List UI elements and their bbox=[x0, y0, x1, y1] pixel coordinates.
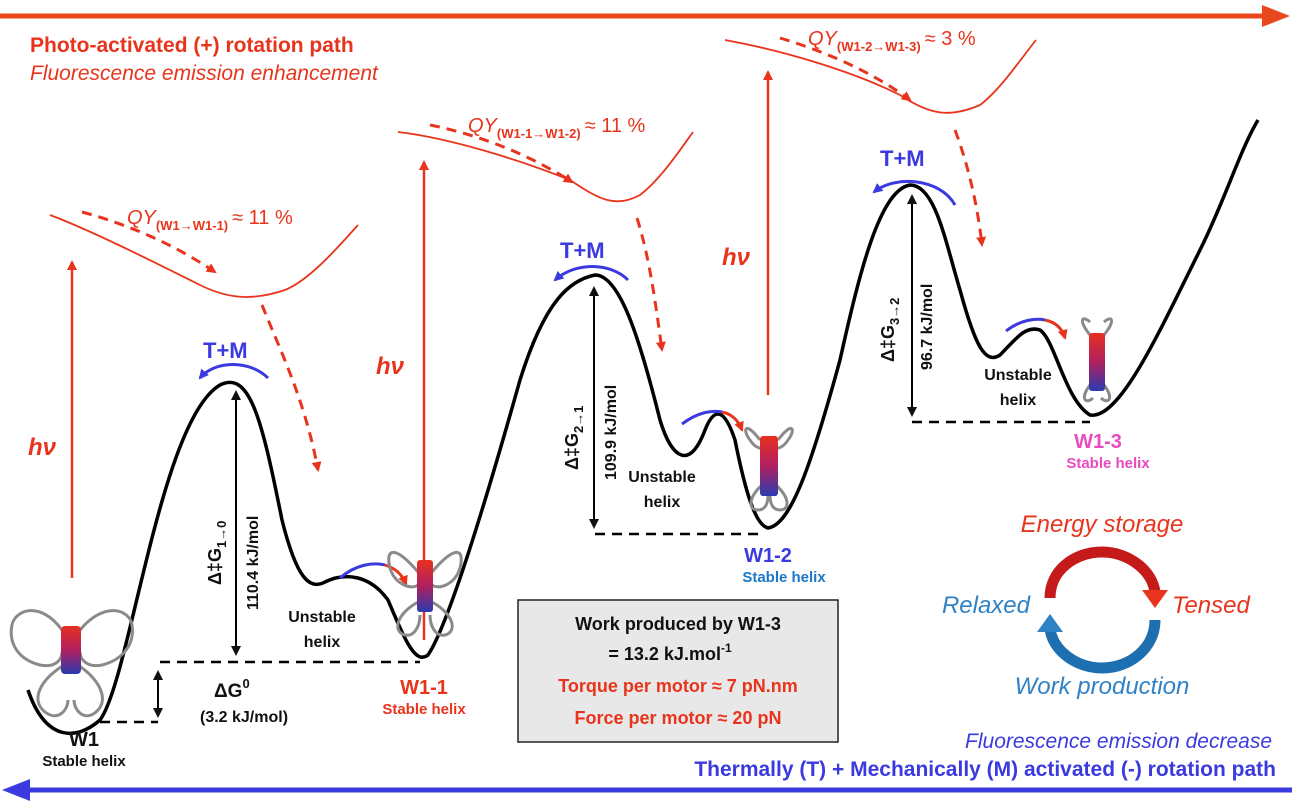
unstable-label-1: Unstable helix bbox=[288, 609, 356, 651]
svg-text:T+M: T+M bbox=[203, 338, 248, 363]
svg-text:= 13.2 kJ.mol-1: = 13.2 kJ.mol-1 bbox=[608, 641, 732, 664]
header-subtitle: Fluorescence emission enhancement bbox=[30, 62, 379, 85]
svg-text:ΔG0: ΔG0 bbox=[214, 676, 250, 702]
footer-subtitle: Fluorescence emission decrease bbox=[965, 730, 1272, 753]
svg-text:T+M: T+M bbox=[880, 146, 925, 171]
svg-text:Stable helix: Stable helix bbox=[1066, 455, 1150, 472]
svg-text:Work produced by W1-3: Work produced by W1-3 bbox=[575, 614, 781, 634]
svg-text:Force per motor ≈ 20 pN: Force per motor ≈ 20 pN bbox=[575, 708, 782, 728]
svg-text:Δ‡G3→2: Δ‡G3→2 bbox=[878, 298, 902, 362]
svg-text:96.7 kJ/mol: 96.7 kJ/mol bbox=[919, 284, 936, 370]
svg-text:T+M: T+M bbox=[560, 238, 605, 263]
svg-text:Stable helix: Stable helix bbox=[42, 753, 126, 770]
svg-text:Stable helix: Stable helix bbox=[382, 701, 466, 718]
qy-label-3: QY(W1-2→W1-3) ≈ 3 % bbox=[808, 28, 976, 54]
hv-label-1: hν bbox=[28, 434, 57, 461]
svg-text:Stable helix: Stable helix bbox=[742, 569, 826, 586]
excited-curve-2 bbox=[397, 131, 694, 203]
qy-label-2: QY(W1-1→W1-2) ≈ 11 % bbox=[468, 115, 646, 141]
svg-text:Work production: Work production bbox=[1015, 673, 1190, 700]
ground-state-curve bbox=[26, 119, 1260, 736]
barrier-label-1: Δ‡G1→0 110.4 kJ/mol bbox=[205, 516, 262, 610]
state-w1-2: W1-2 Stable helix bbox=[742, 545, 826, 586]
bottom-arrow bbox=[2, 779, 1292, 801]
tm-group-2: T+M bbox=[553, 238, 630, 282]
barrier-label-2: Δ‡G2→1 109.9 kJ/mol bbox=[562, 385, 620, 480]
helix-motor-w1-2 bbox=[744, 427, 794, 512]
header-title: Photo-activated (+) rotation path bbox=[30, 34, 354, 57]
barrier-arrows bbox=[153, 194, 917, 718]
svg-text:helix: helix bbox=[304, 634, 341, 651]
cycle-arrow-red bbox=[1044, 546, 1161, 599]
svg-text:Energy storage: Energy storage bbox=[1021, 511, 1184, 538]
delta-g0-label: ΔG0 (3.2 kJ/mol) bbox=[200, 676, 288, 726]
unstable-label-3: Unstable helix bbox=[984, 367, 1052, 409]
svg-text:W1-3: W1-3 bbox=[1074, 431, 1122, 453]
state-w1-3: W1-3 Stable helix bbox=[1066, 431, 1150, 472]
tm-group-1: T+M bbox=[198, 338, 270, 380]
excited-curve-3 bbox=[724, 39, 1037, 114]
svg-text:Δ‡G1→0: Δ‡G1→0 bbox=[205, 521, 229, 585]
svg-text:helix: helix bbox=[1000, 392, 1037, 409]
reference-levels bbox=[100, 420, 1090, 724]
tm-group-3: T+M bbox=[872, 146, 957, 206]
energy-cycle: Energy storage Tensed Relaxed Work produ… bbox=[942, 511, 1251, 700]
svg-text:W1-2: W1-2 bbox=[744, 545, 792, 567]
rocking-arrows bbox=[339, 317, 1068, 586]
svg-text:Δ‡G2→1: Δ‡G2→1 bbox=[562, 406, 586, 470]
cycle-arrow-blue bbox=[1044, 619, 1161, 674]
work-box: Work produced by W1-3 = 13.2 kJ.mol-1 To… bbox=[517, 599, 839, 743]
svg-text:QY(W1-1→W1-2)≈ 11 %: QY(W1-1→W1-2) ≈ 11 % bbox=[468, 115, 646, 141]
svg-text:Unstable: Unstable bbox=[984, 367, 1052, 384]
state-w1: W1 Stable helix bbox=[42, 729, 126, 770]
state-w1-1: W1-1 Stable helix bbox=[382, 677, 466, 718]
svg-text:Unstable: Unstable bbox=[288, 609, 356, 626]
svg-text:Relaxed: Relaxed bbox=[942, 592, 1031, 619]
svg-text:QY(W1→W1-1)≈ 11 %: QY(W1→W1-1) ≈ 11 % bbox=[127, 207, 293, 233]
svg-text:QY(W1-2→W1-3)≈ 3 %: QY(W1-2→W1-3) ≈ 3 % bbox=[808, 28, 976, 54]
hv-label-3: hν bbox=[722, 244, 751, 271]
svg-text:Torque per motor ≈ 7 pN.nm: Torque per motor ≈ 7 pN.nm bbox=[558, 676, 798, 696]
helix-motor-w1-1 bbox=[387, 551, 463, 637]
helix-motor-w1-3 bbox=[1081, 317, 1113, 403]
helix-motor-w1 bbox=[9, 609, 134, 718]
excited-curve-1 bbox=[49, 214, 359, 298]
svg-text:helix: helix bbox=[644, 494, 681, 511]
svg-text:110.4 kJ/mol: 110.4 kJ/mol bbox=[245, 516, 262, 610]
qy-label-1: QY(W1→W1-1) ≈ 11 % bbox=[127, 207, 293, 233]
svg-text:(3.2 kJ/mol): (3.2 kJ/mol) bbox=[200, 709, 288, 726]
svg-text:W1: W1 bbox=[69, 729, 99, 751]
unstable-label-2: Unstable helix bbox=[628, 469, 696, 511]
relaxation-arrows bbox=[81, 36, 987, 472]
svg-text:Tensed: Tensed bbox=[1172, 592, 1251, 619]
hv-label-2: hν bbox=[376, 353, 405, 380]
svg-text:109.9 kJ/mol: 109.9 kJ/mol bbox=[603, 385, 620, 480]
barrier-label-3: Δ‡G3→2 96.7 kJ/mol bbox=[878, 284, 936, 370]
excitation-arrows bbox=[67, 70, 773, 640]
top-arrow bbox=[0, 5, 1290, 27]
svg-text:Unstable: Unstable bbox=[628, 469, 696, 486]
footer-title: Thermally (T) + Mechanically (M) activat… bbox=[694, 758, 1276, 781]
svg-text:W1-1: W1-1 bbox=[400, 677, 448, 699]
